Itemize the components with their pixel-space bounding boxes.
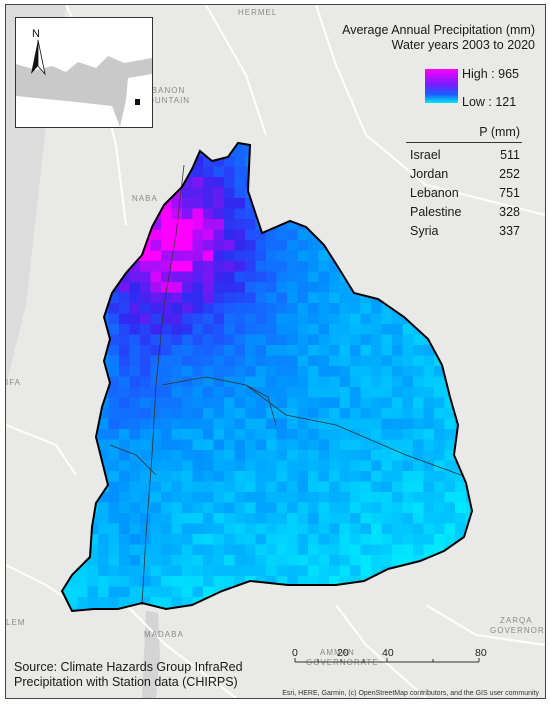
label-lem: LEM bbox=[6, 618, 25, 627]
title-line-1: Average Annual Precipitation (mm) bbox=[342, 23, 535, 37]
precipitation-value: 751 bbox=[499, 186, 520, 200]
label-mountain: MOUNTAIN bbox=[140, 96, 190, 105]
dead-sea bbox=[142, 611, 160, 698]
precipitation-value: 252 bbox=[499, 167, 520, 181]
basin-boundary bbox=[60, 141, 474, 613]
map-frame[interactable]: LEBANON MOUNTAIN HERMEL NABA IFA LEM MAD… bbox=[5, 4, 546, 699]
table-header: P (mm) bbox=[479, 125, 520, 139]
table-row: Palestine 328 bbox=[406, 203, 522, 222]
country-name: Palestine bbox=[410, 205, 462, 219]
precipitation-value: 328 bbox=[499, 205, 520, 219]
label-governor: GOVERNOR bbox=[490, 626, 545, 635]
label-naba: NABA bbox=[132, 194, 158, 203]
inset-locator-map: N bbox=[15, 17, 153, 128]
legend-high-label: High : 965 bbox=[462, 67, 519, 81]
table-row: Jordan 252 bbox=[406, 165, 522, 184]
country-name: Israel bbox=[410, 148, 441, 162]
scale-tick-0: 0 bbox=[292, 649, 298, 659]
scale-bar: 0 20 40 80 Kilometers bbox=[292, 649, 489, 663]
north-arrow-icon bbox=[31, 39, 46, 76]
country-name: Lebanon bbox=[410, 186, 459, 200]
scale-tick-80: 80 Kilometers bbox=[475, 649, 489, 659]
precipitation-table: P (mm) Israel 511 Jordan 252 Lebanon 751 Pales… bbox=[406, 124, 522, 241]
scale-tick-20: 20 bbox=[337, 649, 349, 659]
precipitation-value: 511 bbox=[500, 148, 520, 162]
scale-tick-40: 40 bbox=[382, 649, 394, 659]
north-label: N bbox=[32, 28, 40, 40]
source-line-2: Precipitation with Station data (CHIRPS) bbox=[14, 675, 238, 689]
legend-low-label: Low : 121 bbox=[462, 95, 517, 109]
country-borders bbox=[109, 164, 462, 606]
precipitation-grid bbox=[60, 141, 474, 613]
country-name: Syria bbox=[410, 224, 439, 238]
table-row: Syria 337 bbox=[406, 222, 522, 241]
source-line-1: Source: Climate Hazards Group InfraRed bbox=[14, 660, 243, 674]
label-madaba: MADABA bbox=[144, 630, 184, 639]
basemap-attribution: Esri, HERE, Garmin, (c) OpenStreetMap co… bbox=[282, 690, 539, 697]
label-lebanon: LEBANON bbox=[140, 86, 185, 95]
source-note: Source: Climate Hazards Group InfraRed P… bbox=[14, 660, 243, 690]
table-row: Lebanon 751 bbox=[406, 184, 522, 203]
label-zarqa: ZARQA bbox=[500, 616, 533, 625]
precipitation-value: 337 bbox=[499, 224, 520, 238]
legend-color-ramp bbox=[425, 69, 458, 103]
label-amman: AMMAN bbox=[320, 648, 355, 657]
title-line-2: Water years 2003 to 2020 bbox=[391, 38, 535, 52]
map-title: Average Annual Precipitation (mm) Water … bbox=[342, 23, 535, 53]
label-hermel: HERMEL bbox=[238, 8, 277, 17]
country-name: Jordan bbox=[410, 167, 449, 181]
table-divider bbox=[406, 142, 522, 143]
table-body: Israel 511 Jordan 252 Lebanon 751 Palestine 328… bbox=[406, 146, 522, 241]
location-marker-icon bbox=[135, 99, 140, 105]
table-row: Israel 511 bbox=[406, 146, 522, 165]
label-ifa: IFA bbox=[6, 378, 21, 387]
